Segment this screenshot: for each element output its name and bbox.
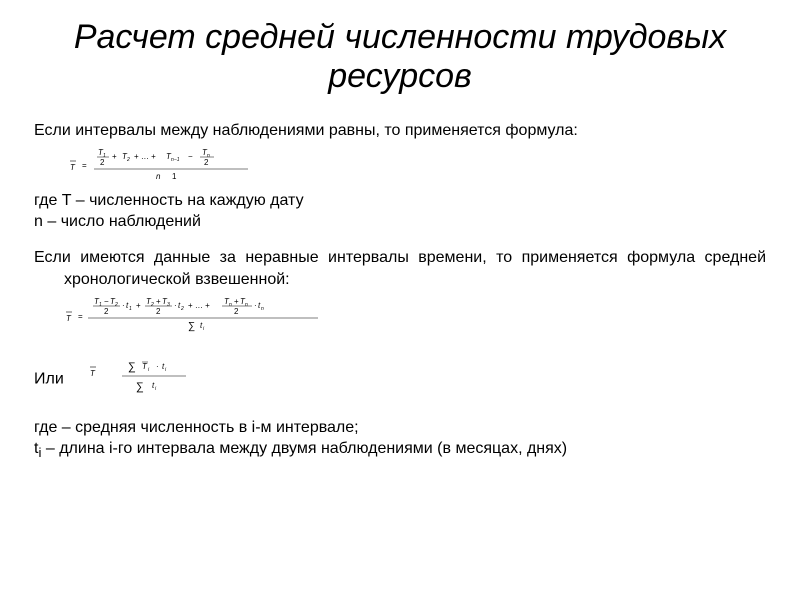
- svg-text:2: 2: [234, 307, 239, 316]
- svg-text:∑: ∑: [136, 381, 144, 393]
- slide-title: Расчет средней численности трудовых ресу…: [34, 18, 766, 96]
- svg-text:·: ·: [174, 301, 177, 310]
- ti-rest: – длина i-го интервала между двумя наблю…: [41, 440, 567, 457]
- svg-text:2: 2: [204, 158, 209, 167]
- svg-text:2: 2: [180, 306, 184, 312]
- svg-text:·: ·: [122, 301, 125, 310]
- svg-text:+: +: [112, 152, 117, 161]
- svg-text:T: T: [90, 369, 96, 378]
- svg-text:·: ·: [254, 301, 257, 310]
- svg-text:T: T: [70, 163, 76, 172]
- svg-text:2: 2: [126, 157, 130, 163]
- svg-text:=: =: [78, 312, 83, 321]
- definition-mean-i: где – средняя численность в i-м интервал…: [34, 417, 766, 439]
- svg-text:1: 1: [129, 306, 132, 312]
- svg-text:+: +: [234, 297, 239, 306]
- or-line: Или T ∑ Ti · ti ∑: [34, 356, 766, 403]
- svg-text:+: +: [136, 301, 141, 310]
- svg-text:n: n: [229, 302, 232, 308]
- definition-T: где T – численность на каждую дату: [34, 190, 766, 212]
- definition-ti: ti – длина i-го интервала между двумя на…: [34, 438, 766, 462]
- svg-text:−: −: [104, 297, 109, 306]
- svg-text:n: n: [245, 302, 248, 308]
- svg-text:2: 2: [156, 307, 161, 316]
- svg-text:i: i: [155, 386, 157, 392]
- svg-text:n: n: [156, 172, 161, 181]
- or-label: Или: [34, 371, 64, 388]
- svg-text:i: i: [203, 326, 205, 332]
- svg-text:1: 1: [99, 302, 102, 308]
- svg-text:3: 3: [167, 302, 170, 308]
- svg-text:·: ·: [156, 362, 159, 371]
- svg-text:n: n: [261, 306, 264, 312]
- svg-text:+ … +: + … +: [134, 152, 156, 161]
- formula-chronological-simple: T = T1 2 + T2 + … + Tn: [34, 142, 766, 190]
- paragraph-unequal-intervals: Если имеются данные за неравные интервал…: [34, 247, 766, 290]
- svg-text:T: T: [66, 314, 72, 323]
- paragraph-equal-intervals: Если интервалы между наблюдениями равны,…: [34, 120, 766, 142]
- svg-text:+ … +: + … +: [188, 301, 210, 310]
- definition-n: n – число наблюдений: [34, 211, 766, 233]
- svg-text:1: 1: [172, 172, 177, 181]
- svg-text:2: 2: [150, 302, 154, 308]
- svg-text:=: =: [82, 161, 87, 170]
- formula-weighted-short: T ∑ Ti · ti ∑ ti: [86, 356, 196, 403]
- svg-text:n−1: n−1: [171, 157, 180, 163]
- svg-text:2: 2: [104, 307, 109, 316]
- slide: Расчет средней численности трудовых ресу…: [0, 0, 800, 600]
- svg-text:+: +: [156, 297, 161, 306]
- svg-text:−: −: [188, 152, 193, 161]
- svg-text:2: 2: [114, 302, 118, 308]
- svg-text:∑: ∑: [188, 321, 195, 332]
- svg-text:i: i: [165, 367, 167, 373]
- svg-text:2: 2: [100, 158, 105, 167]
- formula-chronological-weighted: T = T1 − T2 2 · t1 + T: [34, 290, 766, 342]
- svg-text:i: i: [148, 367, 150, 373]
- svg-text:∑: ∑: [128, 361, 136, 373]
- slide-body: Если интервалы между наблюдениями равны,…: [34, 120, 766, 462]
